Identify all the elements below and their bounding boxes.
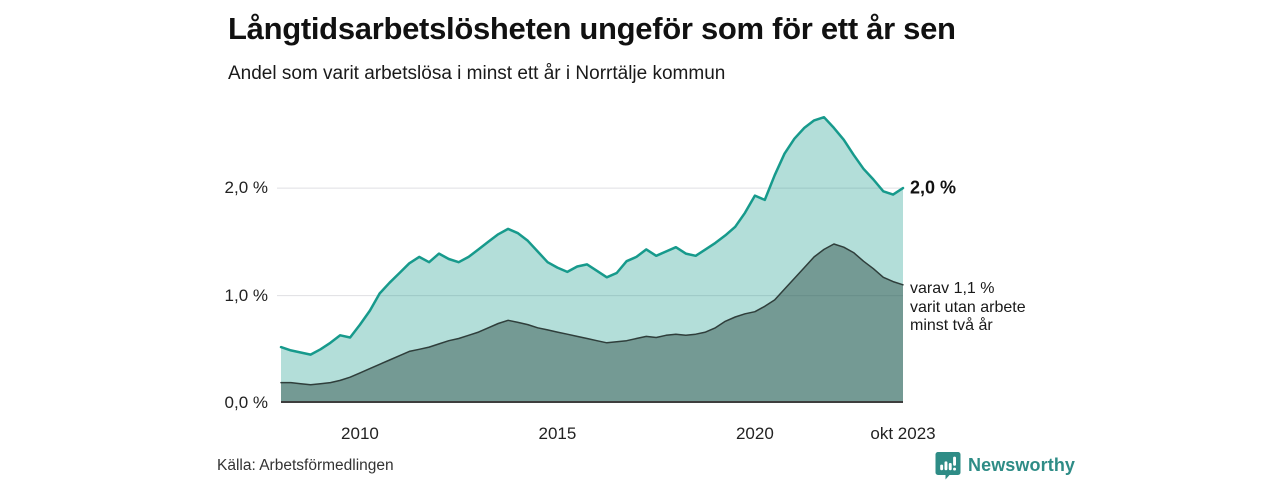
x-tick-label: okt 2023 bbox=[870, 424, 936, 443]
annotation-line: minst två år bbox=[910, 317, 993, 334]
annotation-line: varit utan arbete bbox=[910, 298, 1026, 316]
annotation-line: varav 1,1 % bbox=[910, 280, 995, 297]
source-credit: Källa: Arbetsförmedlingen bbox=[217, 457, 394, 474]
y-tick-label: 1,0 % bbox=[224, 285, 268, 305]
newsworthy-speech-bubble-bar-chart-icon bbox=[935, 452, 961, 480]
chart-title: Långtidsarbetslösheten ungeför som för e… bbox=[228, 11, 956, 46]
chart-subtitle: Andel som varit arbetslösa i minst ett å… bbox=[228, 63, 726, 84]
area-chart-plot bbox=[277, 115, 905, 403]
end-value-label: 2,0 % bbox=[910, 177, 957, 198]
x-tick-label: 2010 bbox=[341, 424, 379, 443]
brand-name: Newsworthy bbox=[968, 455, 1076, 475]
x-tick-label: 2020 bbox=[735, 424, 774, 443]
y-tick-label: 0,0 % bbox=[224, 393, 268, 412]
y-tick-label: 2,0 % bbox=[224, 178, 268, 198]
series2-annotation: varav 1,1 % varit utan arbete minst två … bbox=[910, 280, 1026, 336]
brand-logo: Newsworthy bbox=[935, 451, 1075, 480]
x-tick-label: 2015 bbox=[538, 424, 577, 443]
